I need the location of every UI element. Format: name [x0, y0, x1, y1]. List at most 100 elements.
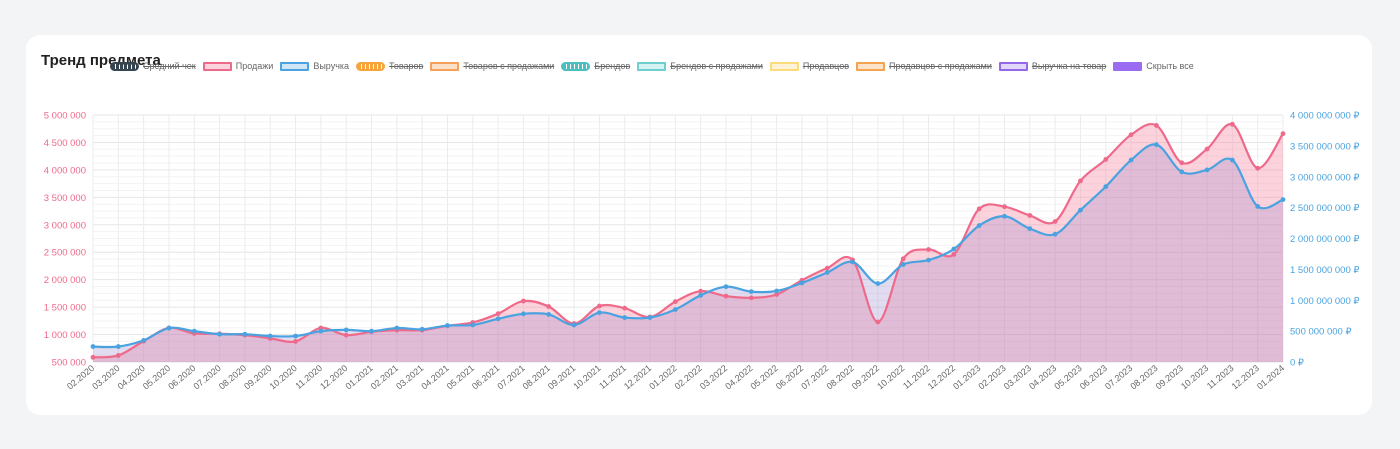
series-area-2 — [93, 144, 1283, 362]
y-left-tick-label: 5 000 000 — [44, 111, 86, 122]
x-tick-label: 03.2021 — [394, 363, 425, 392]
data-point — [1103, 184, 1109, 190]
x-tick-label: 07.2023 — [1103, 363, 1134, 392]
x-tick-label: 08.2021 — [521, 363, 552, 392]
legend-label: Продажи — [235, 61, 274, 71]
data-point — [495, 311, 501, 317]
data-point — [672, 299, 678, 305]
data-point — [1128, 132, 1134, 138]
legend-swatch — [637, 61, 667, 71]
y-right-tick-label: 1 500 000 000 ₽ — [1290, 265, 1360, 276]
legend-label: Продавцов — [802, 61, 850, 71]
data-point — [672, 307, 678, 312]
x-tick-label: 07.2021 — [495, 363, 526, 392]
x-tick-label: 12.2023 — [1230, 363, 1261, 392]
legend-item-11[interactable]: Скрыть все — [1113, 61, 1194, 71]
series-area-1 — [93, 124, 1283, 362]
data-point — [1002, 204, 1007, 210]
data-point — [1204, 167, 1210, 173]
data-point — [1179, 160, 1185, 166]
data-point — [571, 322, 577, 328]
data-point — [495, 316, 501, 322]
data-point — [1052, 231, 1058, 237]
data-point — [445, 323, 450, 328]
chart-legend: Средний чек Продажи Выручка Товаров Товаров … — [110, 61, 1201, 71]
y-right-tick-label: 500 000 000 ₽ — [1290, 327, 1352, 338]
data-point — [596, 303, 602, 309]
y-right-tick-label: 2 500 000 000 ₽ — [1290, 203, 1360, 214]
data-point — [748, 295, 754, 301]
legend-item-10[interactable]: Выручка на товар — [998, 61, 1107, 71]
data-point — [343, 332, 349, 338]
x-tick-label: 01.2021 — [343, 363, 374, 392]
data-point — [1229, 121, 1235, 127]
x-tick-label: 10.2020 — [267, 363, 298, 392]
legend-label: Продавцов с продажами — [889, 61, 992, 71]
x-tick-label: 08.2020 — [217, 363, 248, 392]
legend-item-6[interactable]: Брендов — [561, 61, 630, 71]
data-point — [824, 270, 830, 275]
y-right-tick-label: 3 500 000 000 ₽ — [1290, 141, 1360, 152]
data-point — [976, 223, 982, 228]
data-point — [293, 333, 298, 339]
data-point — [470, 322, 476, 328]
data-point — [926, 247, 931, 252]
legend-label: Брендов с продажами — [670, 61, 763, 71]
data-point — [217, 331, 222, 337]
legend-item-8[interactable]: Продавцов — [769, 61, 850, 71]
y-right-tick-label: 4 000 000 000 ₽ — [1290, 111, 1360, 122]
x-tick-label: 08.2023 — [1128, 363, 1159, 392]
data-point — [267, 333, 273, 339]
legend-item-3[interactable]: Выручка — [280, 61, 349, 71]
data-point — [774, 288, 780, 294]
data-point — [850, 259, 855, 265]
data-point — [647, 315, 653, 320]
legend-swatch — [280, 61, 310, 71]
y-left-tick-label: 500 000 — [52, 358, 86, 369]
data-point — [1154, 123, 1159, 128]
x-tick-label: 12.2020 — [318, 363, 349, 392]
data-point — [394, 325, 400, 331]
data-point — [1204, 146, 1210, 152]
legend-item-7[interactable]: Брендов с продажами — [637, 61, 763, 71]
legend-swatch — [356, 61, 386, 71]
data-point — [546, 304, 552, 309]
data-point — [900, 256, 906, 262]
y-right-tick-label: 3 000 000 000 ₽ — [1290, 172, 1360, 183]
x-tick-label: 10.2021 — [571, 363, 602, 392]
data-point — [369, 328, 374, 334]
y-left-tick-label: 2 500 000 — [44, 248, 86, 259]
x-tick-label: 05.2022 — [749, 363, 780, 392]
data-point — [90, 344, 96, 349]
legend-swatch — [1113, 61, 1143, 71]
legend-item-5[interactable]: Товаров с продажами — [430, 61, 554, 71]
data-point — [824, 265, 830, 271]
legend-item-4[interactable]: Товаров — [356, 61, 423, 71]
legend-swatch — [561, 61, 591, 71]
x-tick-label: 04.2020 — [116, 363, 147, 392]
x-tick-label: 01.2022 — [647, 363, 678, 392]
data-point — [115, 344, 121, 349]
data-point — [1255, 165, 1261, 171]
legend-item-9[interactable]: Продавцов с продажами — [856, 61, 992, 71]
legend-item-1[interactable]: Средний чек — [110, 61, 196, 71]
data-point — [748, 289, 754, 295]
legend-swatch — [769, 61, 799, 71]
legend-item-2[interactable]: Продажи — [202, 61, 274, 71]
x-tick-label: 04.2022 — [723, 363, 754, 392]
legend-label: Выручка на товар — [1031, 61, 1107, 71]
legend-label: Скрыть все — [1146, 61, 1194, 71]
legend-swatch — [856, 61, 886, 71]
x-tick-label: 06.2023 — [1078, 363, 1109, 392]
x-tick-label: 12.2022 — [926, 363, 957, 392]
data-point — [293, 339, 298, 344]
data-point — [875, 319, 881, 325]
data-point — [1052, 219, 1058, 224]
x-tick-label: 04.2023 — [1027, 363, 1058, 392]
data-point — [90, 354, 96, 360]
data-point — [521, 298, 526, 304]
data-point — [1027, 226, 1033, 232]
y-left-tick-label: 2 000 000 — [44, 275, 86, 286]
data-point — [723, 284, 729, 290]
y-left-tick-label: 4 500 000 — [44, 138, 86, 149]
